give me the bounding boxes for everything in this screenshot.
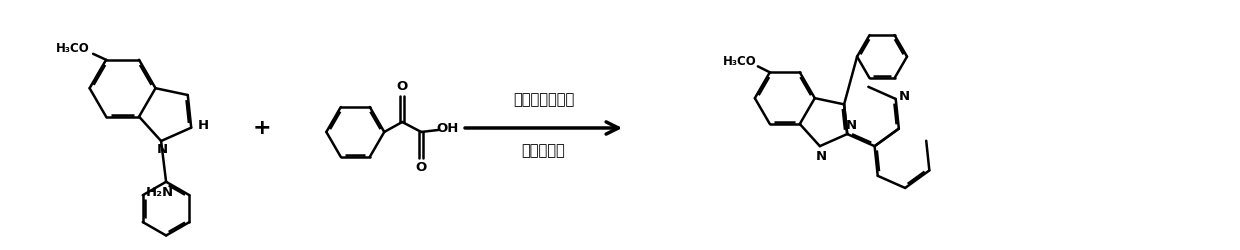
Text: H₃CO: H₃CO [56, 42, 91, 55]
Text: N: N [815, 150, 826, 162]
Text: O: O [397, 80, 408, 93]
Text: N: N [156, 144, 167, 156]
Text: O: O [415, 161, 427, 174]
Text: 催化剂，氧化剂: 催化剂，氧化剂 [513, 93, 574, 108]
Text: +: + [253, 118, 272, 138]
Text: 溶剂，温度: 溶剂，温度 [522, 143, 565, 158]
Text: H: H [197, 119, 208, 132]
Text: H₂N: H₂N [145, 186, 174, 199]
Text: H₃CO: H₃CO [723, 55, 756, 68]
Text: N: N [899, 90, 910, 104]
Text: OH: OH [436, 122, 459, 136]
Text: N: N [846, 118, 857, 132]
